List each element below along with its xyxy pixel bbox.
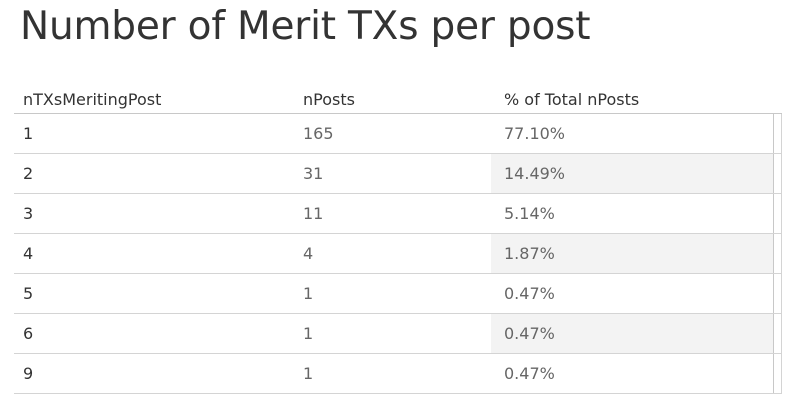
cell-percent: 0.47% bbox=[491, 314, 773, 353]
cell-percent: 0.47% bbox=[504, 284, 555, 303]
column-divider bbox=[773, 234, 774, 273]
table-row[interactable]: 2 31 14.49% bbox=[14, 154, 782, 194]
cell-percent: 77.10% bbox=[504, 124, 566, 143]
cell-nposts: 11 bbox=[303, 204, 324, 223]
cell-ntxs: 5 bbox=[23, 284, 34, 303]
column-header-nposts[interactable]: nPosts bbox=[303, 90, 355, 109]
cell-ntxs: 1 bbox=[23, 124, 34, 143]
column-divider bbox=[773, 314, 774, 353]
column-divider bbox=[773, 194, 774, 233]
cell-ntxs: 3 bbox=[23, 204, 34, 223]
cell-percent: 1.87% bbox=[491, 234, 773, 273]
table-edge bbox=[781, 234, 782, 273]
table-body: 1 165 77.10% 2 31 14.49% 3 11 5.14% 4 4 1.87% 5 1 0.47… bbox=[14, 114, 782, 394]
table-row[interactable]: 4 4 1.87% bbox=[14, 234, 782, 274]
cell-ntxs: 4 bbox=[23, 244, 34, 263]
cell-ntxs: 9 bbox=[23, 364, 34, 383]
cell-percent: 14.49% bbox=[491, 154, 773, 193]
cell-nposts: 165 bbox=[303, 124, 334, 143]
table-edge bbox=[781, 314, 782, 353]
table-header-row: nTXsMeritingPost nPosts % of Total nPost… bbox=[14, 86, 782, 114]
column-divider bbox=[773, 354, 774, 393]
table-edge bbox=[781, 154, 782, 193]
column-header-percent[interactable]: % of Total nPosts bbox=[504, 90, 640, 109]
table-edge bbox=[781, 114, 782, 153]
table-edge bbox=[781, 194, 782, 233]
cell-nposts: 1 bbox=[303, 284, 314, 303]
cell-ntxs: 6 bbox=[23, 324, 34, 343]
table-row[interactable]: 5 1 0.47% bbox=[14, 274, 782, 314]
cell-percent: 0.47% bbox=[504, 364, 555, 383]
table-edge bbox=[781, 274, 782, 313]
column-divider bbox=[773, 274, 774, 313]
table-row[interactable]: 1 165 77.10% bbox=[14, 114, 782, 154]
table-row[interactable]: 6 1 0.47% bbox=[14, 314, 782, 354]
table-row[interactable]: 3 11 5.14% bbox=[14, 194, 782, 234]
cell-percent: 5.14% bbox=[504, 204, 555, 223]
cell-nposts: 1 bbox=[303, 324, 314, 343]
cell-nposts: 1 bbox=[303, 364, 314, 383]
data-table: nTXsMeritingPost nPosts % of Total nPost… bbox=[14, 86, 782, 394]
column-divider bbox=[773, 154, 774, 193]
cell-nposts: 31 bbox=[303, 164, 324, 183]
page-title: Number of Merit TXs per post bbox=[20, 4, 591, 49]
table-row[interactable]: 9 1 0.47% bbox=[14, 354, 782, 394]
column-header-ntxs[interactable]: nTXsMeritingPost bbox=[23, 90, 162, 109]
cell-ntxs: 2 bbox=[23, 164, 34, 183]
cell-nposts: 4 bbox=[303, 244, 314, 263]
column-divider bbox=[773, 114, 774, 153]
table-edge bbox=[781, 354, 782, 393]
